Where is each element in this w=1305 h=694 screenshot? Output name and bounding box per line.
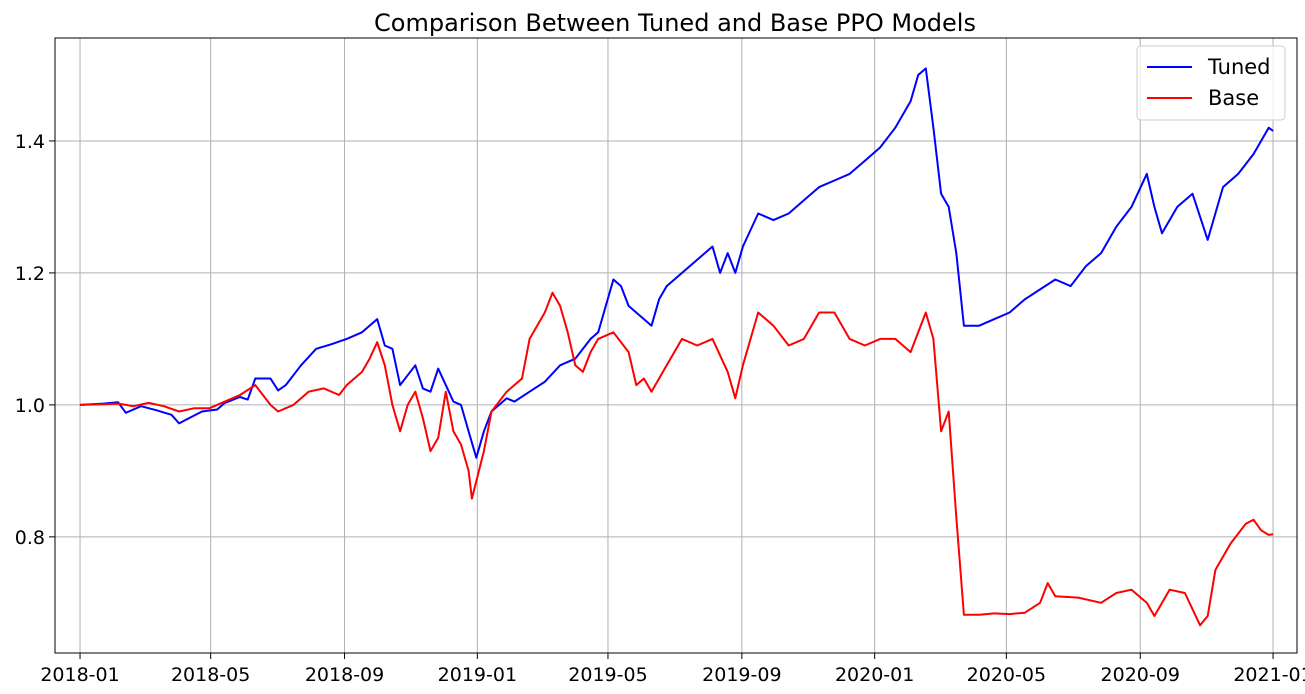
x-tick-label: 2018-05 xyxy=(171,664,250,686)
y-tick-label: 1.4 xyxy=(15,131,45,153)
y-tick-label: 1.2 xyxy=(15,263,45,285)
axis-ticks: 2018-01 2018-05 2018-09 2019-01 2019-05 2019-… xyxy=(15,131,1305,686)
plot-frame xyxy=(54,37,1298,654)
grid-lines xyxy=(55,38,1297,653)
x-tick-label: 2020-09 xyxy=(1101,664,1180,686)
x-tick-label: 2018-01 xyxy=(40,664,119,686)
series-line-base xyxy=(79,291,1274,627)
legend-label-base: Base xyxy=(1208,86,1259,110)
series-lines xyxy=(79,67,1274,627)
y-tick-label: 0.8 xyxy=(15,527,45,549)
legend: Tuned Base xyxy=(1136,45,1286,121)
x-tick-label: 2020-05 xyxy=(967,664,1046,686)
legend-box xyxy=(1136,45,1286,121)
legend-label-tuned: Tuned xyxy=(1207,55,1271,79)
x-tick-label: 2019-09 xyxy=(702,664,781,686)
series-line-tuned xyxy=(79,67,1274,459)
x-tick-label: 2018-09 xyxy=(305,664,384,686)
y-tick-label: 1.0 xyxy=(15,395,45,417)
x-tick-label: 2019-05 xyxy=(568,664,647,686)
x-tick-label: 2019-01 xyxy=(438,664,517,686)
chart-title: Comparison Between Tuned and Base PPO Mo… xyxy=(374,9,976,37)
x-tick-label: 2020-01 xyxy=(835,664,914,686)
x-tick-label: 2021-01 xyxy=(1233,664,1305,686)
